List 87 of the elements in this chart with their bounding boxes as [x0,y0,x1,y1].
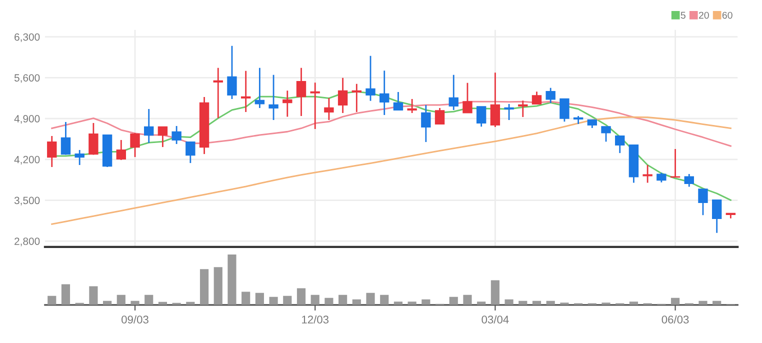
candlestick [144,108,154,144]
candlestick [532,90,542,105]
bar [324,298,334,305]
candlestick [366,55,376,102]
candlestick [130,132,140,158]
candlestick [712,199,722,234]
x-tick-label: 09/03 [122,315,148,324]
candlestick [186,141,196,164]
bar [269,296,278,305]
candlestick [684,173,694,188]
candlestick [490,72,500,128]
candlestick [380,70,390,116]
bar [89,286,98,305]
candlestick [407,98,417,114]
bar [61,284,70,305]
candlestick [116,139,126,161]
candlestick [213,67,223,119]
y-tick-label: 5,600 [14,74,40,83]
candlestick [296,67,306,117]
x-tick-label: 06/03 [662,315,689,324]
bar [504,299,514,305]
candlestick [504,103,514,121]
bar [228,254,236,305]
candlestick [227,45,237,100]
candlestick [158,126,168,148]
candlestick [74,149,84,166]
candlestick [282,90,292,118]
legend-label: 5 [680,12,686,19]
bar [338,294,348,305]
bar [449,296,458,305]
bar [48,296,56,305]
candlestick [421,104,431,143]
candlestick [642,164,652,184]
bar [255,292,264,305]
candlestick [254,67,265,109]
bar [490,280,500,305]
y-tick-label: 4,900 [14,115,40,124]
bar [130,300,140,305]
bar [366,292,375,305]
x-tick-label: 12/03 [302,315,329,324]
candlestick [172,125,182,145]
candlestick [88,122,98,156]
y-tick-label: 3,500 [14,196,40,206]
legend-label: 20 [698,12,709,19]
candlestick [310,82,320,130]
candlestick [698,188,708,216]
candlestick [60,121,71,156]
candlestick [352,83,362,113]
bar [670,298,680,305]
bar [116,294,126,305]
bar [214,267,222,305]
candlestick [240,70,251,113]
candlestick [670,148,680,178]
y-tick-label: 6,300 [14,33,40,42]
bar [477,302,486,305]
candlestick [268,74,278,121]
candlestick [656,172,666,184]
candlestick [434,107,445,125]
candlestick [601,126,611,142]
x-tick-label: 03/04 [482,315,509,324]
y-tick-label: 4,200 [14,156,40,165]
candlestick [462,82,472,114]
bar [283,296,292,305]
bar [380,294,389,305]
candlestick [324,97,334,121]
candlestick [393,91,404,111]
bar [242,292,250,305]
candlestick [560,98,570,122]
bar [144,294,154,305]
candlestick [476,106,486,128]
bar [200,269,209,305]
legend-label: 60 [722,12,732,19]
bar [629,302,638,305]
bar [296,288,306,305]
line-series [51,116,732,225]
candlestick [615,135,625,154]
bar [394,302,403,305]
y-tick-label: 2,800 [14,238,40,246]
bar [698,300,708,305]
bar [408,302,416,305]
bar [463,294,472,305]
candlestick [546,87,556,104]
candlestick [338,77,348,114]
candlestick [518,100,528,118]
bar [310,294,320,305]
candlestick [47,135,57,168]
candlestick [448,74,458,111]
